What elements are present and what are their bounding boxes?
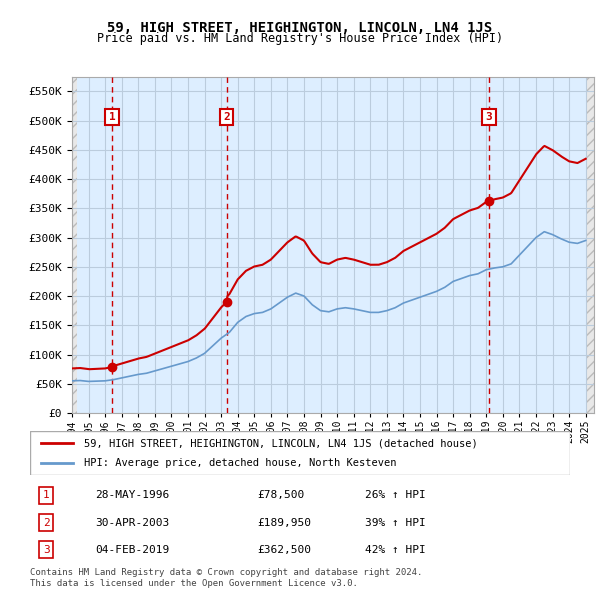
Bar	[586, 77, 594, 413]
Text: 39% ↑ HPI: 39% ↑ HPI	[365, 517, 425, 527]
Text: 59, HIGH STREET, HEIGHINGTON, LINCOLN, LN4 1JS: 59, HIGH STREET, HEIGHINGTON, LINCOLN, L…	[107, 21, 493, 35]
FancyBboxPatch shape	[30, 431, 570, 475]
Text: HPI: Average price, detached house, North Kesteven: HPI: Average price, detached house, Nort…	[84, 458, 397, 467]
Text: £78,500: £78,500	[257, 490, 304, 500]
Text: 30-APR-2003: 30-APR-2003	[95, 517, 169, 527]
Text: 2: 2	[223, 112, 230, 122]
Text: 04-FEB-2019: 04-FEB-2019	[95, 545, 169, 555]
Bar	[72, 77, 77, 413]
Text: 1: 1	[43, 490, 50, 500]
Text: Contains HM Land Registry data © Crown copyright and database right 2024.: Contains HM Land Registry data © Crown c…	[30, 568, 422, 576]
Text: £362,500: £362,500	[257, 545, 311, 555]
Text: 3: 3	[43, 545, 50, 555]
Text: £189,950: £189,950	[257, 517, 311, 527]
Bar	[72, 77, 77, 413]
Text: 3: 3	[485, 112, 493, 122]
Text: 28-MAY-1996: 28-MAY-1996	[95, 490, 169, 500]
Text: This data is licensed under the Open Government Licence v3.0.: This data is licensed under the Open Gov…	[30, 579, 358, 588]
Text: 42% ↑ HPI: 42% ↑ HPI	[365, 545, 425, 555]
Text: Price paid vs. HM Land Registry's House Price Index (HPI): Price paid vs. HM Land Registry's House …	[97, 32, 503, 45]
Text: 26% ↑ HPI: 26% ↑ HPI	[365, 490, 425, 500]
Text: 1: 1	[109, 112, 115, 122]
Text: 59, HIGH STREET, HEIGHINGTON, LINCOLN, LN4 1JS (detached house): 59, HIGH STREET, HEIGHINGTON, LINCOLN, L…	[84, 438, 478, 448]
Text: 2: 2	[43, 517, 50, 527]
